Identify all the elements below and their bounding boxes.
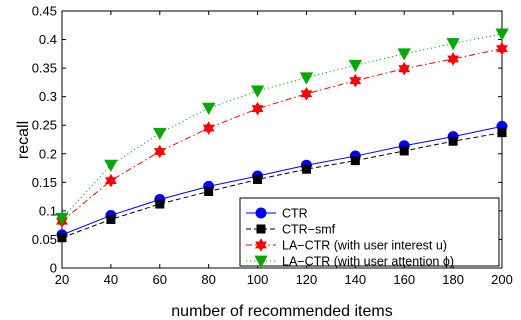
legend-marker-1: [255, 207, 267, 219]
data-point-series-2: [106, 214, 116, 224]
data-point-series-2: [399, 146, 409, 156]
data-point-series-4: [348, 59, 363, 73]
data-point-series-4: [104, 159, 118, 173]
data-point-series-2: [350, 156, 360, 166]
data-point-series-4: [250, 85, 265, 98]
data-point-series-2: [448, 136, 458, 146]
data-point-series-3: [398, 61, 411, 76]
x-tick-label: 120: [296, 272, 318, 287]
y-tick-label: 0.25: [32, 118, 57, 133]
legend-marker-3: [255, 238, 267, 252]
y-tick-label: 0.4: [39, 32, 57, 47]
data-point-series-4: [299, 72, 314, 85]
y-tick-label: 0.45: [32, 4, 57, 19]
legend-marker-4: [254, 255, 268, 268]
y-axis-label: recall: [15, 121, 32, 159]
data-point-series-3: [349, 73, 362, 88]
data-point-series-2: [57, 233, 67, 243]
y-tick-label: 0.2: [39, 146, 57, 161]
x-tick-label: 60: [153, 272, 167, 287]
data-point-series-4: [201, 102, 216, 115]
y-tick-label: 0.3: [39, 89, 57, 104]
legend-box: [239, 197, 500, 267]
legend: CTR CTR−smf LA−CTR (with user interest u) L…: [239, 197, 500, 269]
x-tick-label: 80: [201, 272, 215, 287]
series-line-1: [61, 125, 503, 236]
data-point-series-3: [251, 101, 264, 116]
data-point-series-3: [104, 173, 117, 188]
x-axis-label: number of recommended items: [171, 303, 392, 320]
x-tick-label: 100: [247, 272, 269, 287]
data-point-series-3: [300, 87, 313, 101]
x-tick-label: 200: [491, 272, 513, 287]
data-point-series-2: [497, 128, 507, 138]
y-tick-label: 0.1: [39, 203, 57, 218]
y-tick-label: 0: [50, 261, 57, 276]
data-point-series-2: [301, 164, 311, 174]
legend-marker-2: [256, 224, 266, 234]
data-point-series-2: [204, 186, 214, 196]
data-point-series-4: [153, 127, 167, 141]
data-point-series-2: [155, 199, 165, 209]
data-point-series-3: [202, 121, 215, 135]
data-point-series-3: [447, 52, 460, 66]
data-point-series-4: [55, 212, 69, 226]
x-tick-label: 20: [55, 272, 69, 287]
data-point-series-2: [253, 174, 263, 184]
legend-label-3: LA−CTR (with user interest u): [282, 239, 447, 253]
series-markers: [55, 28, 509, 243]
series-line-2: [61, 132, 503, 239]
series-line-3: [61, 48, 503, 222]
y-tick-label: 0.05: [32, 232, 57, 247]
legend-label-2: CTR−smf: [282, 223, 336, 237]
data-point-series-4: [495, 28, 509, 41]
legend-label-4: LA−CTR (with user attention ϕ): [282, 255, 454, 269]
data-point-series-4: [397, 48, 411, 61]
data-point-series-4: [446, 38, 460, 51]
x-tick-label: 40: [104, 272, 118, 287]
data-point-series-3: [496, 41, 508, 56]
series-lines: [61, 33, 503, 239]
y-tick-label: 0.15: [32, 175, 57, 190]
x-tick-label: 140: [344, 272, 366, 287]
y-tick-label: 0.35: [32, 61, 57, 76]
data-point-series-3: [153, 144, 166, 159]
x-tick-label: 160: [393, 272, 415, 287]
x-tick-label: 180: [442, 272, 464, 287]
legend-label-1: CTR: [282, 207, 308, 221]
axis-ticks: 20 40 60 80 100 120 140 160 180 200 0 0.05 0.1 0.15 0.…: [32, 4, 513, 288]
